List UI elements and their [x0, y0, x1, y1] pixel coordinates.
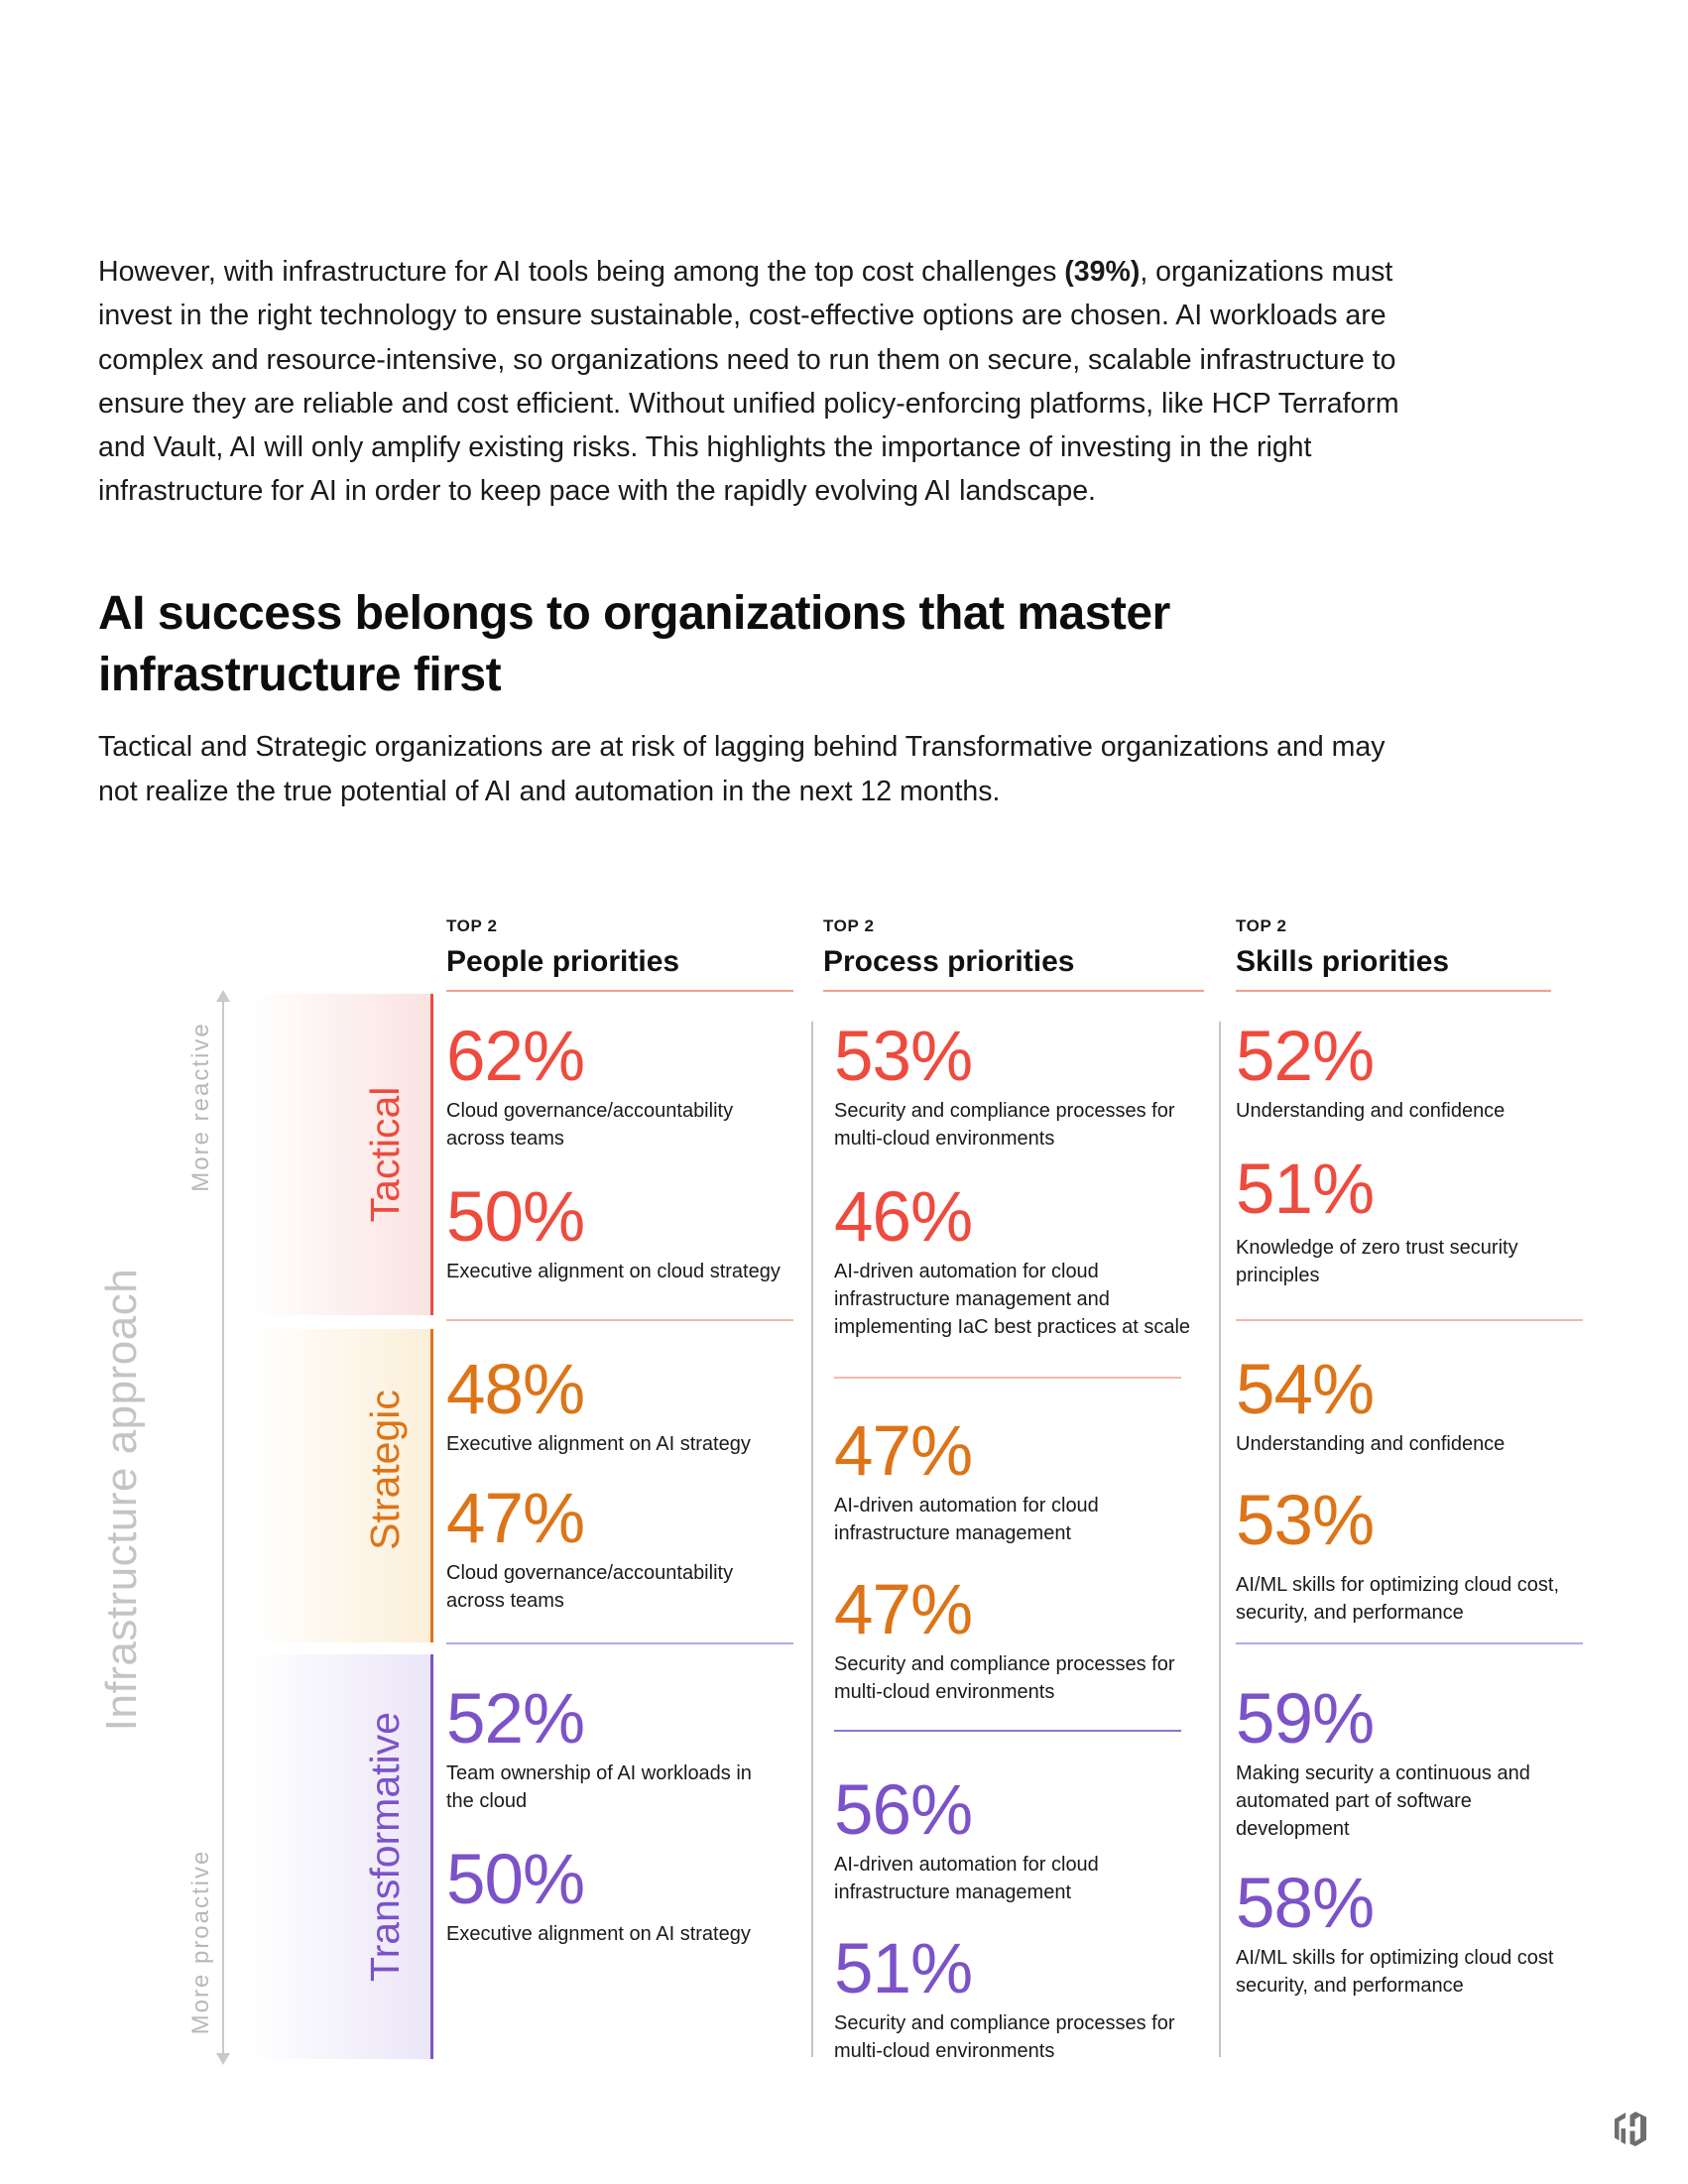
stat-description: Team ownership of AI workloads in the cl… [446, 1762, 752, 1812]
stat-percent: 50% [446, 1178, 585, 1257]
process-column-divider [811, 1022, 813, 2057]
stat-percent: 47% [446, 1480, 585, 1558]
stat-description: AI-driven automation for cloud infrastru… [834, 1854, 1099, 1903]
intro-text-after: , organizations must invest in the right… [98, 256, 1399, 508]
axis-title: Infrastructure approach [97, 1268, 146, 1732]
band-strategic [250, 1329, 433, 1642]
stat-percent: 59% [1236, 1680, 1375, 1759]
stat-percent: 52% [1236, 1018, 1375, 1096]
stat-percent: 53% [1236, 1482, 1375, 1560]
skills-row-separator-2 [1236, 1642, 1583, 1644]
process-kicker: TOP 2 [823, 916, 875, 935]
section-subtext: Tactical and Strategic organizations are… [98, 731, 1386, 807]
people-title: People priorities [446, 945, 680, 978]
skills-kicker: TOP 2 [1236, 916, 1287, 935]
people-tactical-stat-1: 62% Cloud governance/accountability acro… [446, 1018, 843, 1153]
people-tactical-stat-2: 50% Executive alignment on cloud strateg… [446, 1178, 843, 1285]
stat-percent: 47% [834, 1571, 973, 1649]
stat-description: Security and compliance processes for mu… [834, 1653, 1175, 1703]
stat-description: Making security a continuous and automat… [1236, 1762, 1530, 1840]
process-transformative-stat-1: 56% AI-driven automation for cloud infra… [834, 1771, 1231, 1906]
intro-text-before: However, with infrastructure for AI tool… [98, 256, 1065, 288]
stat-description: AI-driven automation for cloud infrastru… [834, 1261, 1191, 1338]
stat-description: AI-driven automation for cloud infrastru… [834, 1495, 1099, 1544]
stat-description: Cloud governance/accountability across t… [446, 1562, 734, 1612]
arrow-up-icon [216, 990, 230, 1002]
stat-percent: 47% [834, 1412, 973, 1491]
row-label-tactical: Tactical [362, 1086, 408, 1223]
axis-top-label: More reactive [187, 1022, 214, 1192]
process-tactical-stat-2: 46% AI-driven automation for cloud infra… [834, 1178, 1231, 1341]
stat-percent: 53% [834, 1018, 973, 1096]
process-tactical-stat-1: 53% Security and compliance processes fo… [834, 1018, 1231, 1153]
row-label-strategic: Strategic [362, 1390, 408, 1550]
people-kicker: TOP 2 [446, 916, 498, 935]
people-strategic-stat-1: 48% Executive alignment on AI strategy [446, 1351, 843, 1458]
skills-tactical-stat-1: 52% Understanding and confidence [1236, 1018, 1632, 1125]
stat-description: Cloud governance/accountability across t… [446, 1100, 734, 1150]
stat-percent: 46% [834, 1178, 973, 1257]
stat-description: Security and compliance processes for mu… [834, 2012, 1175, 2062]
stat-description: AI/ML skills for optimizing cloud cost, … [1236, 1574, 1560, 1624]
stat-percent: 62% [446, 1018, 585, 1096]
skills-strategic-stat-2: 53% AI/ML skills for optimizing cloud co… [1236, 1482, 1632, 1627]
stat-percent: 56% [834, 1771, 973, 1850]
skills-transformative-stat-2: 58% AI/ML skills for optimizing cloud co… [1236, 1865, 1632, 2000]
stat-description: Executive alignment on AI strategy [446, 1923, 751, 1945]
stat-percent: 52% [446, 1680, 585, 1759]
band-transformative [250, 1654, 433, 2059]
section-heading: AI success belongs to organizations that… [98, 587, 1170, 701]
stat-percent: 54% [1236, 1351, 1375, 1429]
process-strategic-stat-1: 47% AI-driven automation for cloud infra… [834, 1412, 1231, 1547]
process-title: Process priorities [823, 945, 1075, 978]
band-tactical [250, 994, 433, 1315]
skills-row-separator-1 [1236, 1319, 1583, 1321]
skills-header-rule [1236, 990, 1551, 992]
people-strategic-stat-2: 47% Cloud governance/accountability acro… [446, 1480, 843, 1615]
process-header-rule [823, 990, 1204, 992]
arrow-down-icon [216, 2053, 230, 2065]
process-row-separator-1 [834, 1377, 1181, 1379]
skills-transformative-stat-1: 59% Making security a continuous and aut… [1236, 1680, 1632, 1843]
people-header-rule [446, 990, 793, 992]
process-transformative-stat-2: 51% Security and compliance processes fo… [834, 1930, 1231, 2065]
skills-strategic-stat-1: 54% Understanding and confidence [1236, 1351, 1632, 1458]
stat-description: Security and compliance processes for mu… [834, 1100, 1175, 1150]
people-row-separator-1 [446, 1319, 793, 1321]
stat-description: Knowledge of zero trust security princip… [1236, 1237, 1518, 1286]
skills-title: Skills priorities [1236, 945, 1450, 978]
stat-percent: 50% [446, 1841, 585, 1919]
axis-line [222, 998, 224, 2057]
process-row-separator-2 [834, 1730, 1181, 1732]
intro-paragraph: However, with infrastructure for AI tool… [98, 250, 1407, 514]
stat-description: Understanding and confidence [1236, 1433, 1506, 1455]
stat-percent: 51% [834, 1930, 973, 2008]
stat-percent: 51% [1236, 1151, 1375, 1229]
stat-description: Executive alignment on AI strategy [446, 1433, 751, 1455]
stat-percent: 48% [446, 1351, 585, 1429]
skills-column-divider [1219, 1022, 1221, 2057]
stat-description: Executive alignment on cloud strategy [446, 1261, 781, 1282]
axis-bottom-label: More proactive [187, 1849, 214, 2035]
people-row-separator-2 [446, 1642, 793, 1644]
stat-percent: 58% [1236, 1865, 1375, 1943]
row-label-transformative: Transformative [362, 1712, 408, 1982]
people-transformative-stat-1: 52% Team ownership of AI workloads in th… [446, 1680, 843, 1815]
intro-highlight: (39%) [1064, 256, 1141, 288]
hashicorp-logo-icon [1615, 2112, 1646, 2146]
stat-description: AI/ML skills for optimizing cloud cost s… [1236, 1947, 1554, 1997]
stat-description: Understanding and confidence [1236, 1100, 1506, 1122]
process-strategic-stat-2: 47% Security and compliance processes fo… [834, 1571, 1231, 1706]
skills-tactical-stat-2: 51% Knowledge of zero trust security pri… [1236, 1151, 1632, 1289]
people-transformative-stat-2: 50% Executive alignment on AI strategy [446, 1841, 843, 1948]
